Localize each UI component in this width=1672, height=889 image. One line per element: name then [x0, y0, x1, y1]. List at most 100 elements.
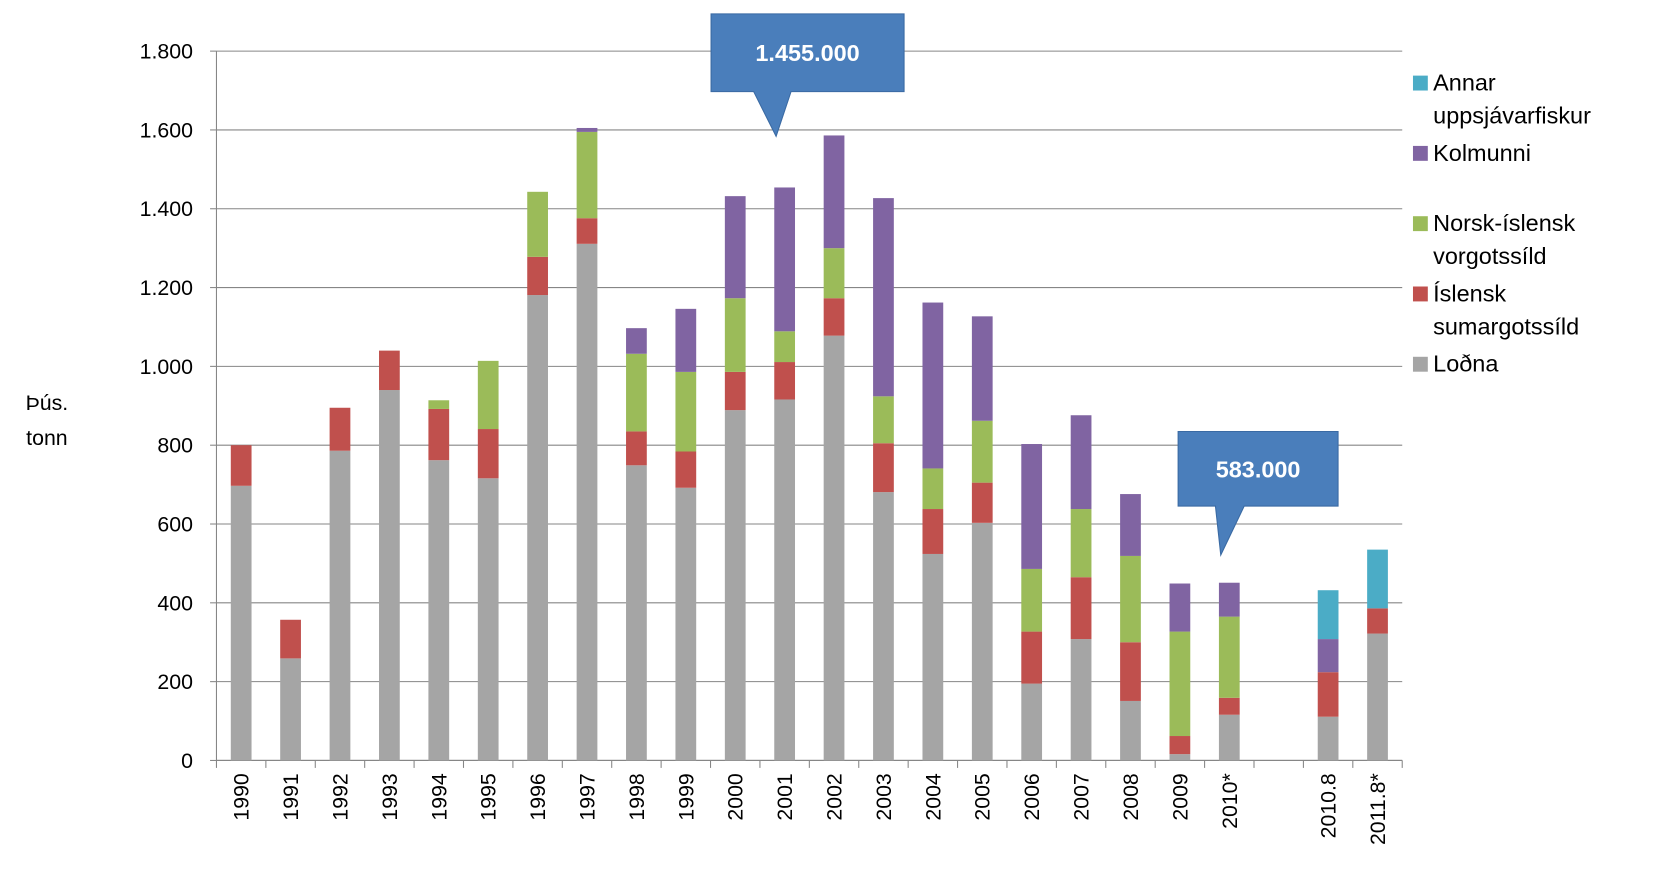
- bar-segment: [675, 487, 697, 761]
- bar-segment: [576, 218, 598, 244]
- bar-segment: [576, 131, 598, 219]
- x-tick-label: 2003: [872, 773, 896, 820]
- bar-segment: [428, 408, 450, 461]
- bar-segment: [1120, 642, 1141, 701]
- bar-segment: [1120, 555, 1141, 643]
- bar-segment: [1218, 582, 1240, 617]
- legend-item: Kolmunni: [1412, 136, 1672, 169]
- bar-segment: [1120, 700, 1141, 761]
- x-tick-label: 1992: [328, 773, 352, 820]
- bar-segment: [428, 400, 450, 409]
- y-tick-label: 1.200: [140, 276, 193, 300]
- bar-segment: [873, 443, 894, 493]
- bar-segment: [1021, 631, 1043, 684]
- bar-segment: [774, 362, 796, 400]
- bar-segment: [1218, 697, 1240, 715]
- bar-segment: [230, 485, 252, 761]
- bar-segment: [1021, 683, 1043, 761]
- bar-segment: [1317, 672, 1339, 717]
- bar-segment: [675, 371, 697, 452]
- bar-segment: [971, 420, 993, 483]
- x-tick-label: 1996: [526, 773, 550, 820]
- bar-segment: [1367, 549, 1388, 609]
- bar-segment: [1169, 736, 1191, 755]
- bar-segment: [724, 196, 746, 299]
- x-tick-label: 1999: [674, 773, 698, 820]
- bar-segment: [1021, 568, 1043, 632]
- y-tick-label: 1.400: [140, 197, 193, 221]
- x-tick-label: 2002: [822, 773, 846, 820]
- legend-swatch: [1412, 75, 1428, 91]
- bar-segment: [1169, 754, 1191, 761]
- bar-segment: [873, 492, 894, 761]
- x-tick-label: 2010*: [1218, 773, 1242, 829]
- bar-segment: [428, 460, 450, 761]
- bar-segment: [477, 360, 499, 430]
- bar-segment: [576, 243, 598, 761]
- bar-segment: [1169, 631, 1191, 737]
- bar-segment: [1367, 633, 1388, 761]
- legend-item: Annar uppsjávarfiskur: [1412, 66, 1672, 132]
- callout-text: 583.000: [1216, 456, 1301, 482]
- bar-segment: [626, 353, 647, 432]
- bar-segment: [1021, 444, 1043, 569]
- legend-item: Íslensk sumargotssíld: [1412, 277, 1672, 343]
- bar-segment: [1218, 616, 1240, 698]
- x-tick-label: 2007: [1070, 773, 1094, 820]
- bar-segment: [724, 298, 746, 372]
- bar-segment: [1169, 583, 1191, 632]
- bar-segment: [823, 335, 845, 761]
- callout: [710, 13, 905, 138]
- bar-segment: [823, 135, 845, 249]
- bar-segment: [774, 399, 796, 761]
- y-axis-label: Þús. tonn: [26, 391, 69, 450]
- bar-segment: [1070, 509, 1092, 578]
- bar-segment: [1070, 639, 1092, 761]
- legend-label: Kolmunni: [1433, 139, 1531, 167]
- bar-segment: [1070, 577, 1092, 640]
- x-tick-label: 2009: [1168, 773, 1192, 820]
- y-tick-label: 1.600: [140, 118, 193, 142]
- y-tick-label: 800: [157, 434, 193, 458]
- legend-label: Loðna: [1433, 350, 1499, 378]
- bar-segment: [477, 429, 499, 479]
- bar-segment: [922, 553, 944, 761]
- x-tick-label: 2000: [724, 773, 748, 821]
- x-tick-label: 1998: [625, 773, 649, 820]
- bar-segment: [922, 302, 944, 469]
- bar-segment: [873, 396, 894, 444]
- x-tick-label: 1991: [279, 773, 303, 820]
- legend-swatch: [1412, 145, 1428, 161]
- legend-box: Annar uppsjávarfiskur Kolmunni Norsk-íslen…: [1412, 66, 1672, 380]
- legend: Annar uppsjávarfiskur Kolmunni Norsk-íslen…: [1412, 66, 1672, 380]
- legend-swatch: [1412, 286, 1428, 302]
- x-tick-label: 1995: [477, 773, 501, 820]
- bar-segment: [329, 450, 351, 761]
- y-tick-label: 0: [181, 749, 193, 773]
- bar-segment: [971, 482, 993, 523]
- legend-label: Annar uppsjávarfiskur: [1433, 69, 1591, 129]
- bar-segment: [230, 445, 252, 486]
- x-tick-label: 1990: [230, 773, 254, 821]
- bar-segment: [823, 248, 845, 299]
- bar-segment: [527, 191, 548, 257]
- x-tick-label: 2001: [773, 773, 797, 820]
- bar-segment: [379, 390, 400, 761]
- callout: [1177, 430, 1339, 557]
- x-tick-label: 1994: [427, 773, 451, 821]
- bar-segment: [1120, 494, 1141, 556]
- bar-segment: [675, 308, 697, 372]
- bar-segment: [527, 295, 548, 761]
- bar-segment: [527, 256, 548, 296]
- bar-segment: [724, 371, 746, 411]
- bar-segment: [922, 509, 944, 554]
- x-tick-label: 2006: [1020, 773, 1044, 820]
- bar-segment: [774, 187, 796, 332]
- bar-segment: [675, 451, 697, 488]
- bar-segment: [1070, 415, 1092, 510]
- bar-segment: [724, 410, 746, 761]
- bar-segment: [1317, 590, 1339, 640]
- legend-item: Norsk-íslensk vorgotssíld: [1412, 207, 1672, 273]
- y-tick-label: 400: [157, 591, 193, 615]
- bar-segment: [971, 522, 993, 761]
